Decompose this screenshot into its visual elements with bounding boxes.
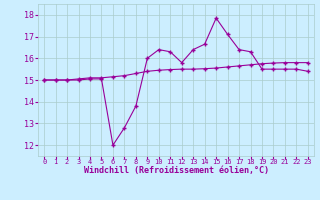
X-axis label: Windchill (Refroidissement éolien,°C): Windchill (Refroidissement éolien,°C) [84, 166, 268, 175]
